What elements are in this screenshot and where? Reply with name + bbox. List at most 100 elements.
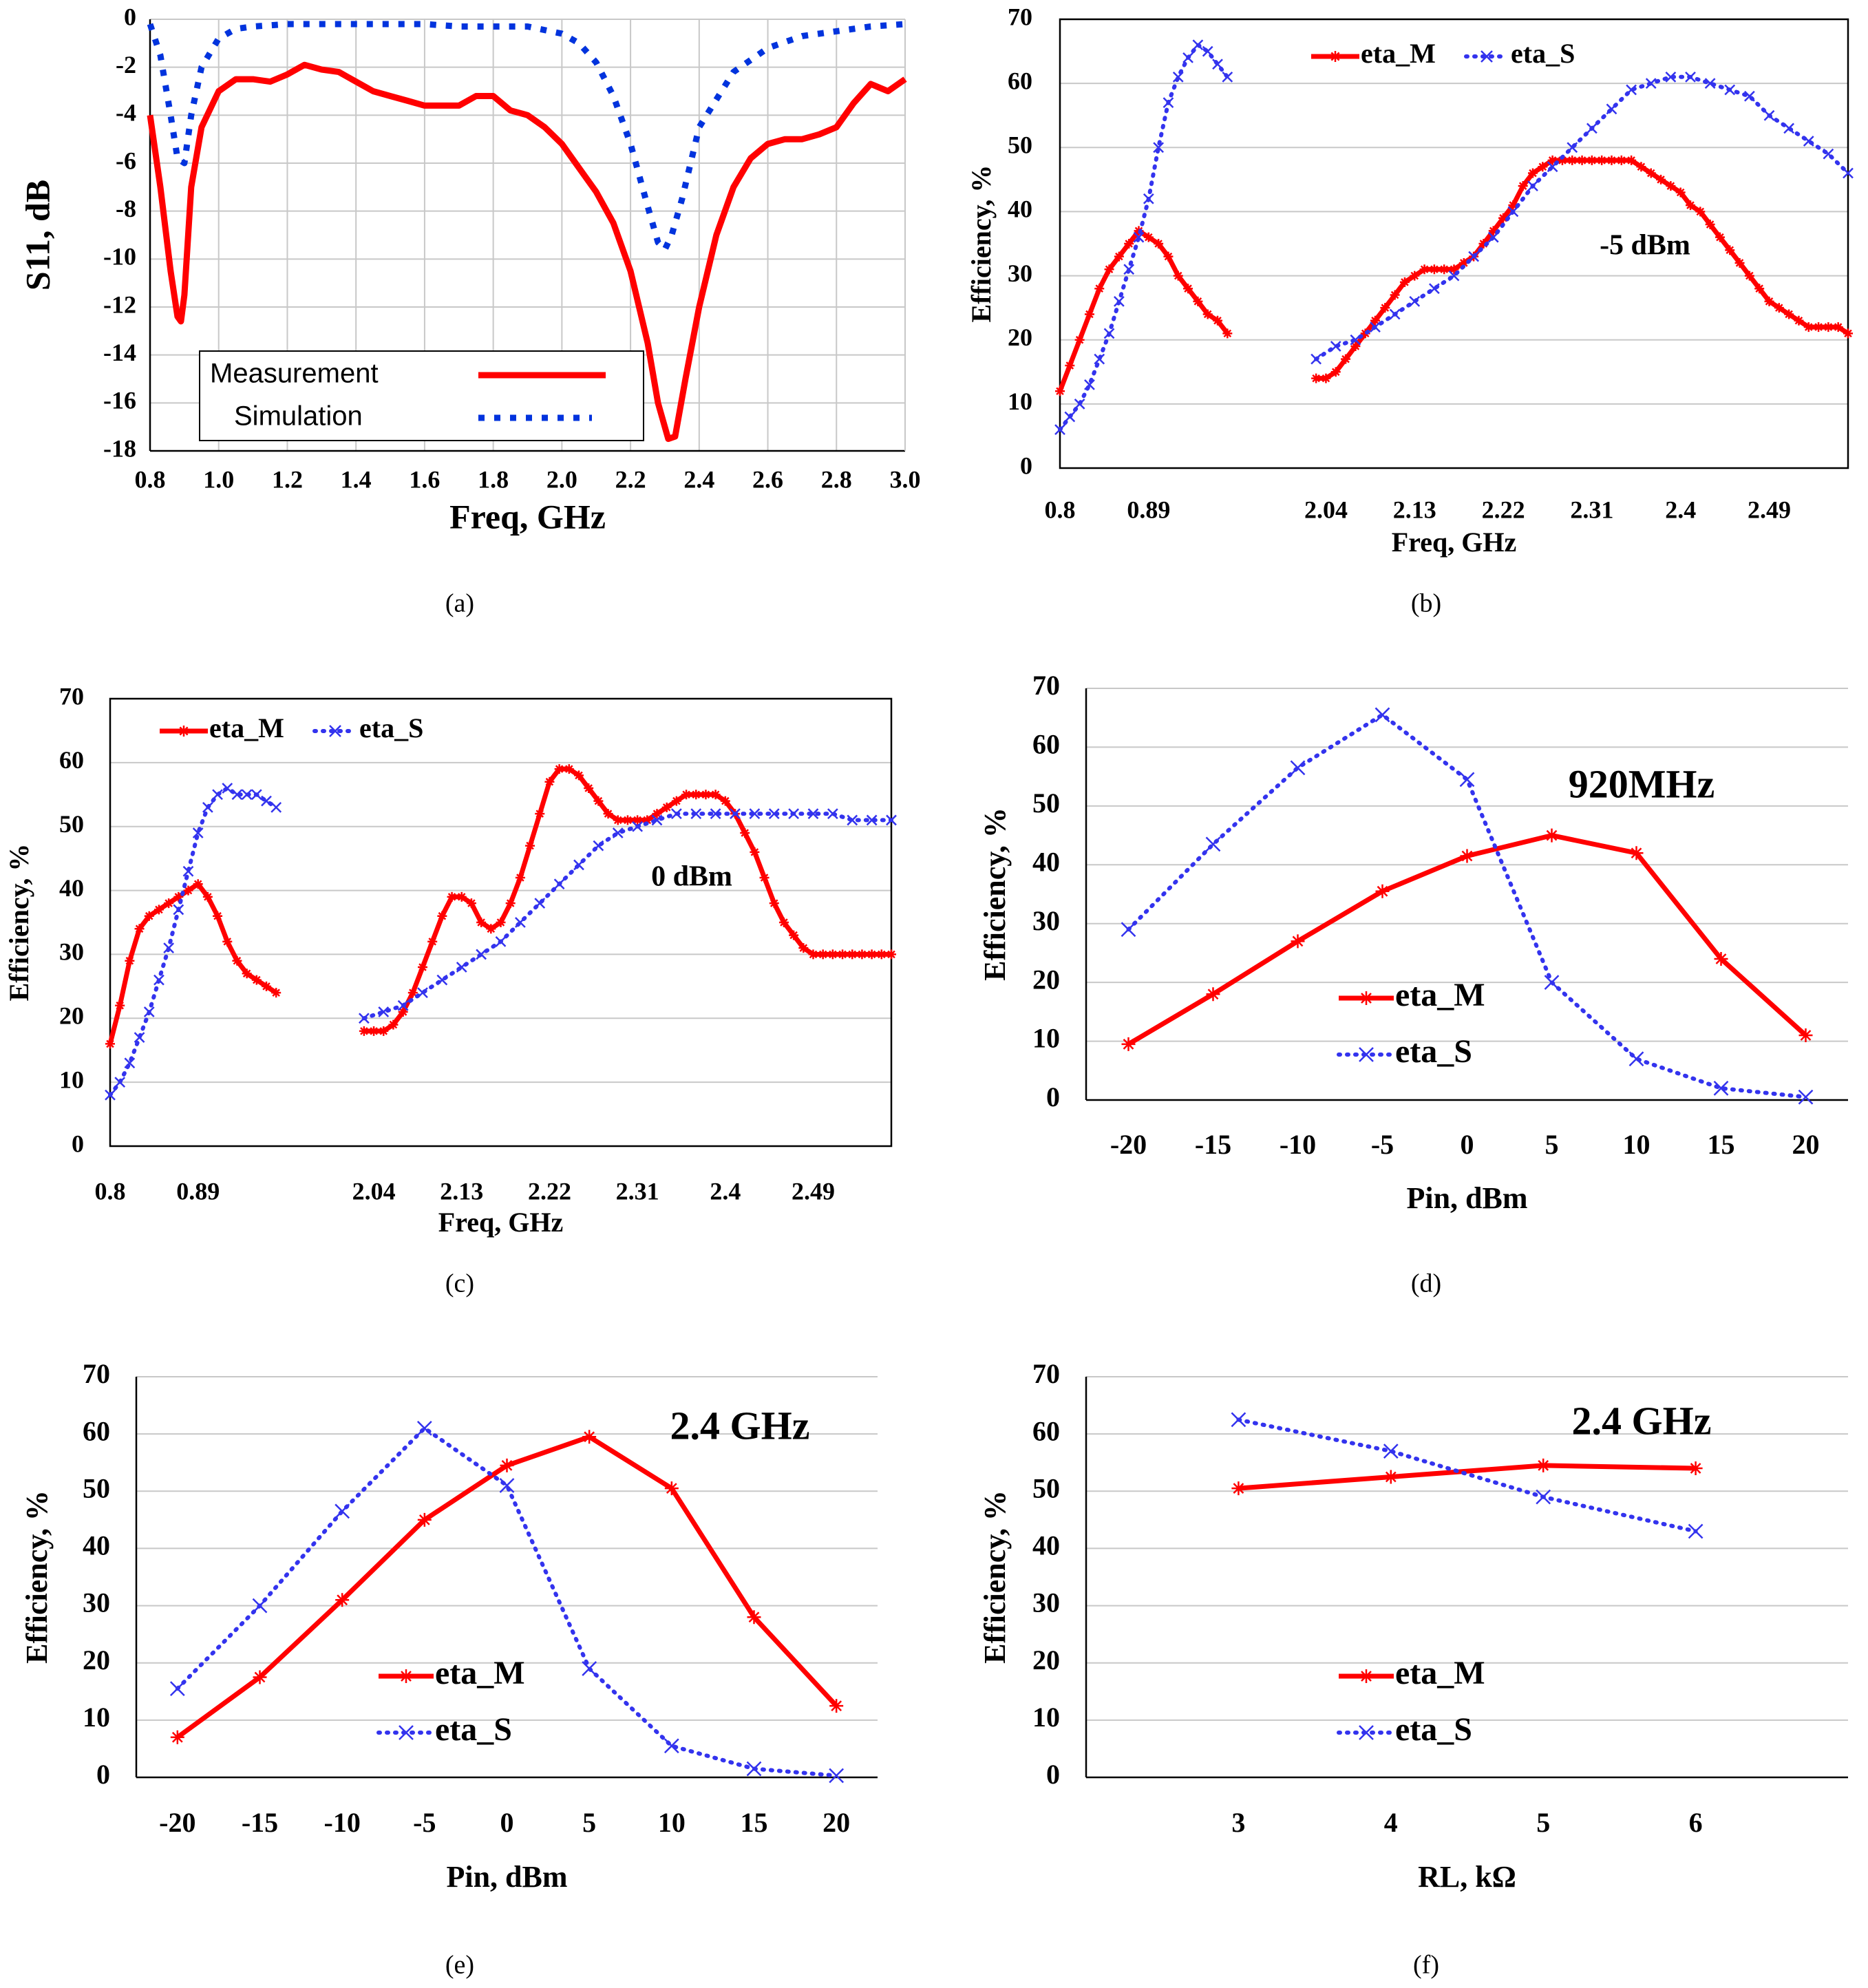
data-point-x xyxy=(192,827,204,838)
data-point-star xyxy=(125,955,135,966)
x-tick-label: 2.31 xyxy=(1570,496,1613,523)
data-point-star xyxy=(456,891,467,902)
y-tick-label: 70 xyxy=(83,1358,110,1389)
data-point-star xyxy=(1449,264,1459,275)
data-point-star xyxy=(1341,354,1351,364)
data-point-star xyxy=(564,764,574,774)
series-line xyxy=(1057,228,1230,392)
data-point-star xyxy=(1478,239,1489,248)
data-point-star xyxy=(213,911,223,921)
x-axis-label: Pin, dBm xyxy=(446,1860,567,1894)
series-eta-s xyxy=(105,783,897,1101)
data-point-x xyxy=(1389,308,1401,320)
data-point-x xyxy=(397,1000,409,1011)
x-tick-label: 2.13 xyxy=(1393,496,1436,523)
data-point-star xyxy=(664,1481,679,1496)
data-point-star xyxy=(1143,232,1154,242)
data-point-star xyxy=(740,828,750,838)
data-point-x xyxy=(1383,1444,1399,1459)
data-point-star xyxy=(193,879,203,889)
y-tick-label: -16 xyxy=(103,387,136,414)
data-point-x xyxy=(1803,136,1814,147)
data-point-star xyxy=(1764,296,1774,306)
data-point-star xyxy=(335,1593,350,1607)
data-point-star xyxy=(1567,155,1578,165)
data-point-star xyxy=(359,1026,369,1036)
data-point-star xyxy=(1084,309,1094,319)
x-tick-label: 0.8 xyxy=(135,465,166,493)
data-point-star xyxy=(887,949,896,960)
data-point-star xyxy=(1626,155,1637,165)
data-point-star xyxy=(584,783,594,793)
annotation: 0 dBm xyxy=(651,861,732,893)
data-point-star xyxy=(747,1610,761,1625)
data-point-x xyxy=(1798,1089,1814,1105)
data-point-x xyxy=(612,827,624,838)
data-point-x xyxy=(1843,167,1854,179)
data-point-star xyxy=(1715,232,1725,242)
y-axis-label: Efficiency, % xyxy=(978,1490,1012,1664)
data-point-star xyxy=(1629,846,1644,860)
data-point-x xyxy=(270,801,282,813)
data-point-x xyxy=(1487,231,1499,243)
data-point-star xyxy=(544,776,555,787)
data-point-x xyxy=(1143,193,1154,204)
data-point-x xyxy=(1113,295,1125,307)
series-line xyxy=(147,21,906,253)
data-point-star xyxy=(170,1730,184,1744)
caption: (e) xyxy=(445,1951,474,1980)
data-point-star xyxy=(1321,373,1331,383)
data-point-x xyxy=(1212,59,1223,70)
legend-label: eta_S xyxy=(1395,1711,1472,1748)
y-tick-label: 70 xyxy=(59,682,84,710)
y-tick-label: 40 xyxy=(59,874,84,902)
data-point-star xyxy=(1675,187,1686,198)
data-point-x xyxy=(105,1089,116,1101)
data-point-star xyxy=(1222,328,1233,339)
data-point-x xyxy=(807,808,819,820)
series-line xyxy=(361,812,893,1021)
data-point-star xyxy=(759,873,770,882)
data-point-star xyxy=(1586,155,1597,165)
data-point-x xyxy=(593,840,604,852)
data-point-x xyxy=(1064,411,1076,423)
series-simulation xyxy=(147,21,906,253)
x-tick-label: 3.0 xyxy=(890,465,921,493)
data-point-star xyxy=(1545,828,1559,843)
x-tick-label: 2.04 xyxy=(352,1177,396,1205)
legend-label: eta_S xyxy=(435,1711,512,1748)
data-point-x xyxy=(1645,78,1657,89)
x-axis-label: Freq, GHz xyxy=(438,1207,563,1238)
y-tick-label: -4 xyxy=(116,99,136,127)
data-point-star xyxy=(500,1458,514,1472)
x-tick-label: 2.8 xyxy=(821,465,852,493)
data-point-x xyxy=(1783,123,1795,134)
data-point-star xyxy=(838,949,848,960)
x-tick-label: -10 xyxy=(324,1807,361,1838)
data-point-x xyxy=(1527,180,1538,192)
y-tick-label: 70 xyxy=(1032,670,1060,701)
data-point-x xyxy=(1172,71,1184,83)
x-axis-label: RL, kΩ xyxy=(1418,1860,1516,1894)
series-line xyxy=(363,766,891,1034)
data-point-star xyxy=(1803,322,1814,332)
data-point-star xyxy=(1714,951,1728,966)
y-tick-label: 60 xyxy=(1032,729,1060,760)
data-point-star xyxy=(1666,181,1676,191)
series-line xyxy=(1314,74,1850,361)
data-point-star xyxy=(496,918,506,927)
data-point-x xyxy=(416,1420,432,1436)
data-point-x xyxy=(886,814,897,826)
caption: (a) xyxy=(445,589,474,618)
x-tick-label: -10 xyxy=(1280,1129,1316,1160)
data-point-star xyxy=(369,1026,379,1036)
data-point-star xyxy=(661,802,672,812)
data-point-star xyxy=(222,936,233,947)
y-tick-label: 0 xyxy=(124,3,136,30)
data-point-x xyxy=(1192,39,1204,51)
data-point-star xyxy=(720,796,730,806)
caption: (b) xyxy=(1411,589,1441,618)
series-eta-m xyxy=(1121,828,1813,1051)
series-line xyxy=(1316,158,1849,381)
data-point-star xyxy=(857,949,867,960)
